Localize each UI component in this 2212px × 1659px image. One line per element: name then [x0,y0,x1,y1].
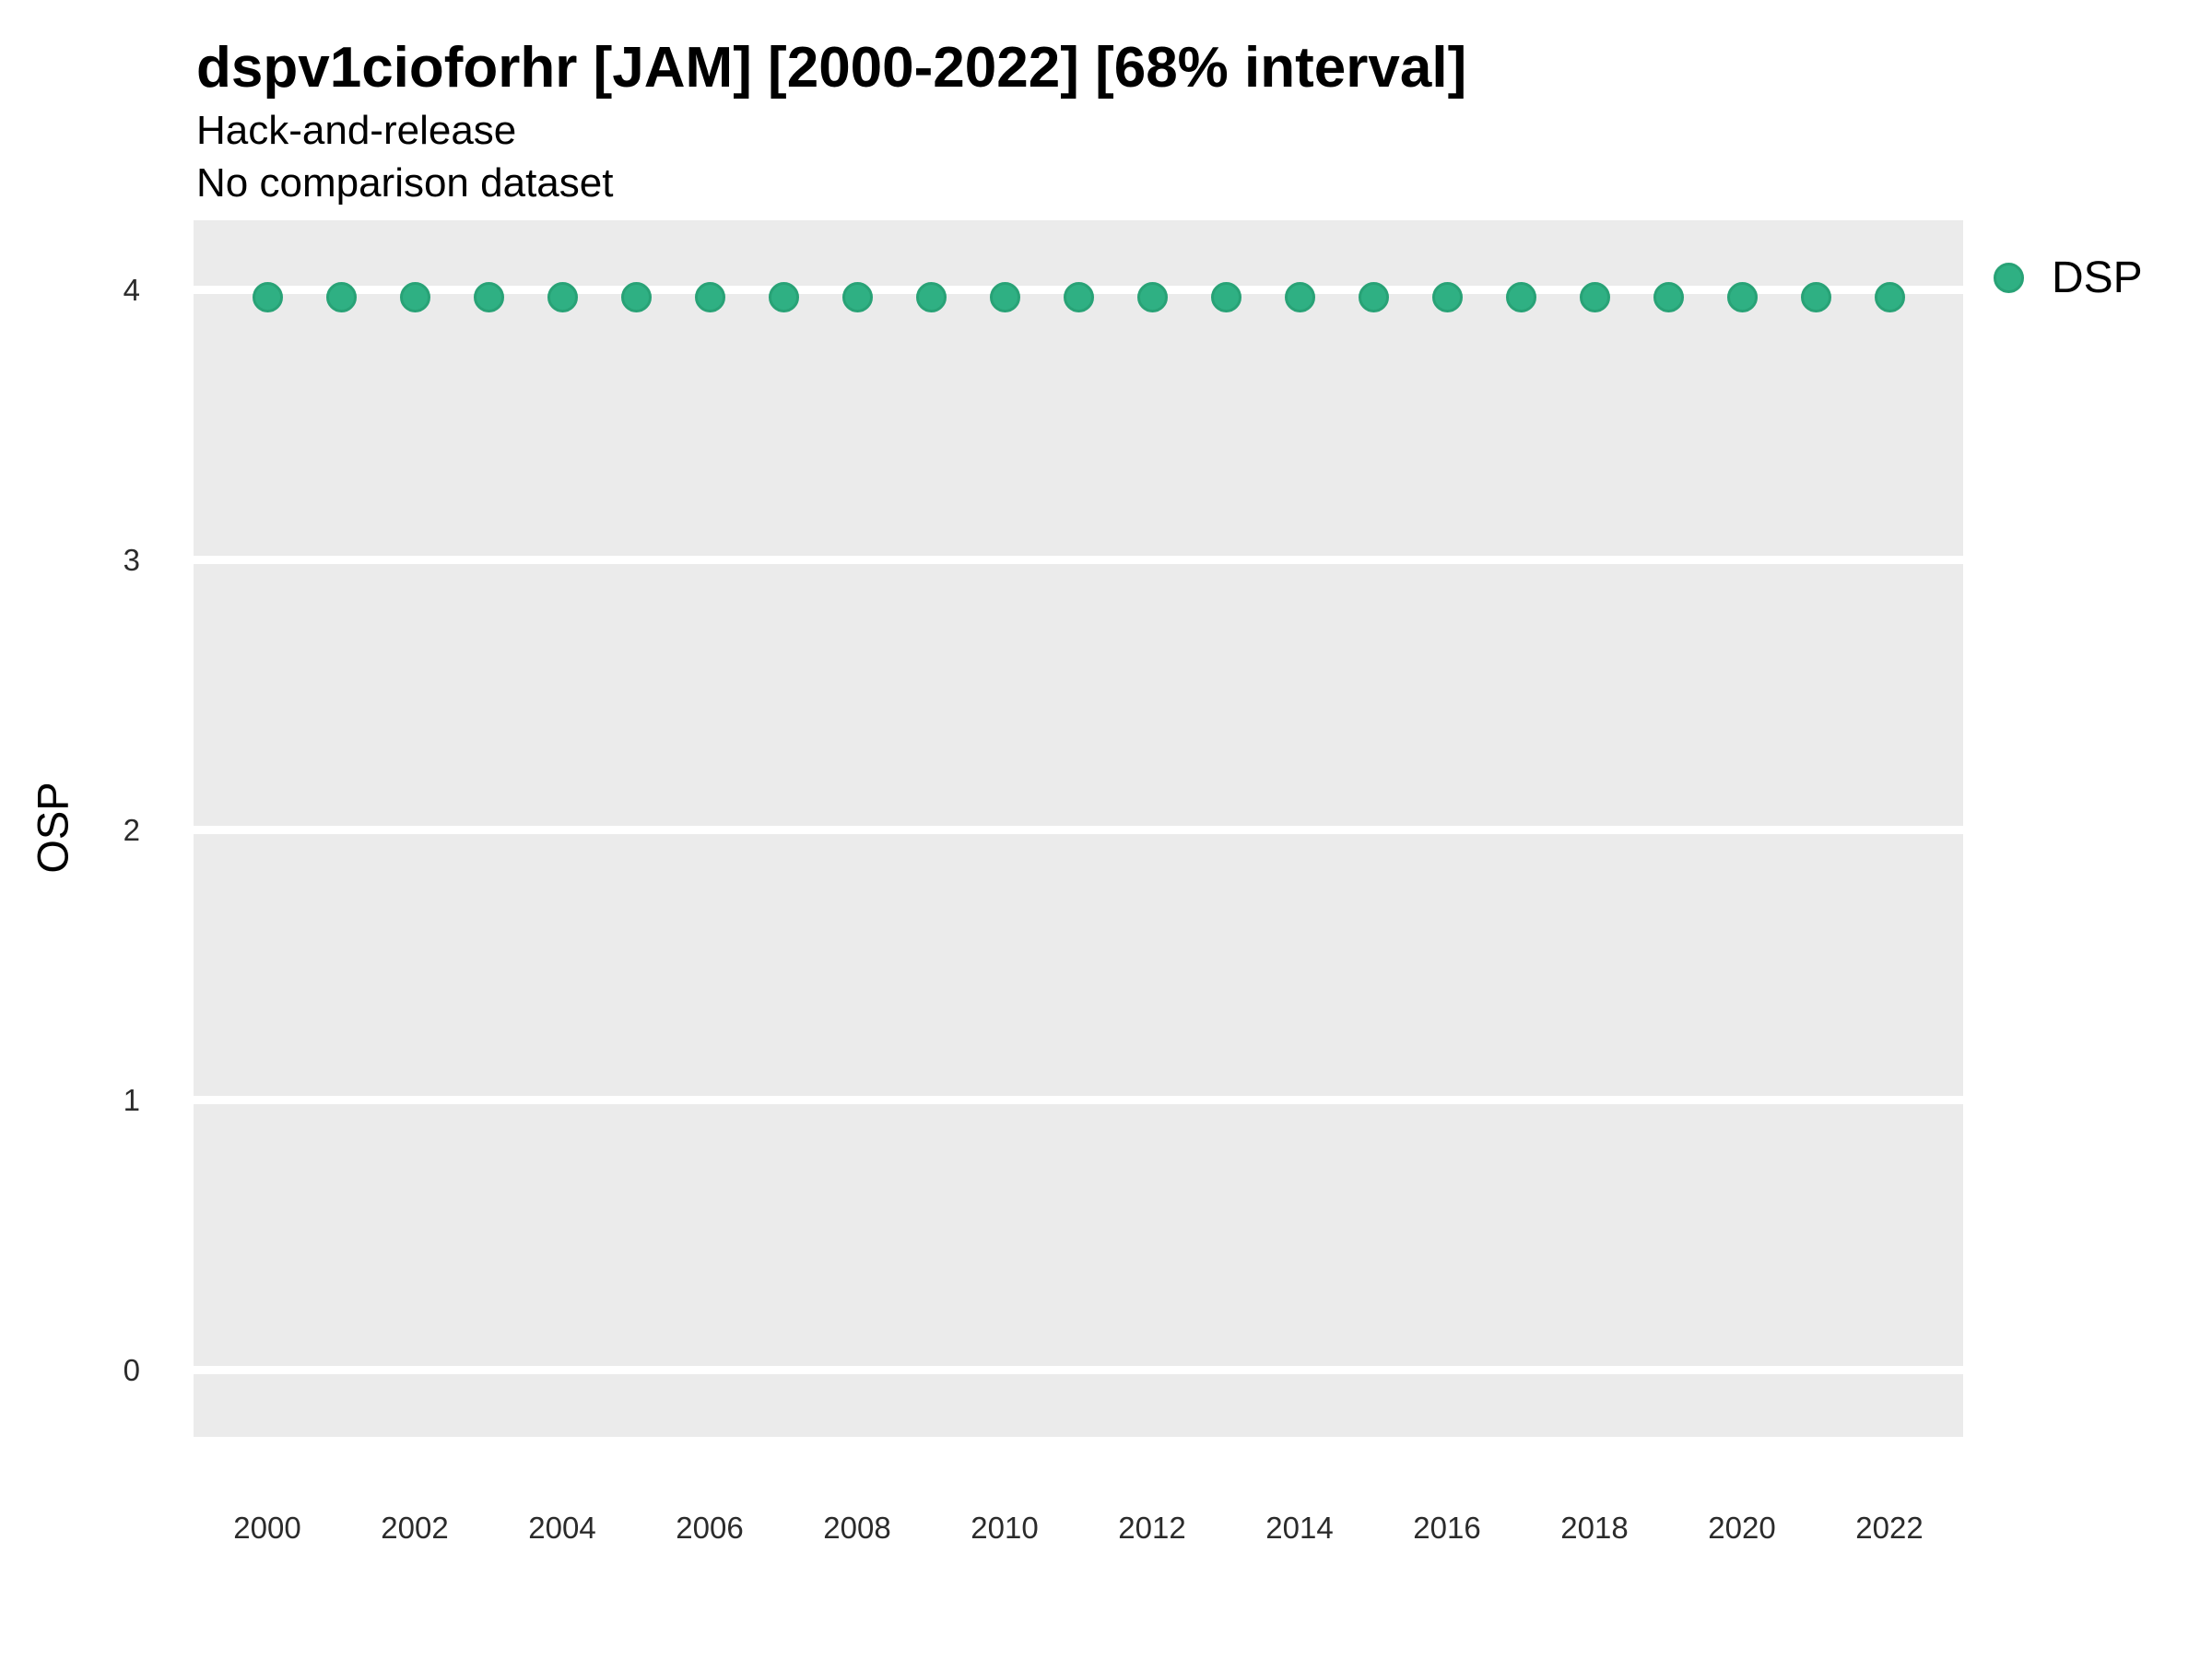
data-point-dsp-2016 [1431,282,1463,313]
data-point-dsp-2001 [325,282,357,313]
x-tick-label-2008: 2008 [823,1511,891,1545]
y-tick-label-3: 3 [123,543,140,578]
gridline-y-0 [194,1365,1963,1374]
x-tick-label-2004: 2004 [528,1511,596,1545]
data-point-dsp-2004 [547,282,578,313]
legend-key-dsp-icon [1994,262,2024,293]
x-tick-label-2022: 2022 [1855,1511,1924,1545]
chart-title: dspv1cioforhr [JAM] [2000-2022] [68% int… [196,36,1467,100]
data-point-dsp-2021 [1800,282,1831,313]
x-tick-label-2012: 2012 [1118,1511,1186,1545]
data-point-dsp-2006 [694,282,725,313]
data-point-dsp-2015 [1358,282,1389,313]
plot-area [194,220,1963,1437]
data-point-dsp-2010 [989,282,1020,313]
data-point-dsp-2008 [841,282,873,313]
x-tick-label-2014: 2014 [1265,1511,1334,1545]
x-tick-label-2002: 2002 [381,1511,449,1545]
legend: DSP [1994,250,2143,305]
x-tick-label-2016: 2016 [1413,1511,1481,1545]
gridline-y-1 [194,1095,1963,1104]
data-point-dsp-2009 [915,282,947,313]
x-tick-label-2018: 2018 [1560,1511,1629,1545]
data-point-dsp-2002 [399,282,430,313]
gridline-y-2 [194,825,1963,834]
data-point-dsp-2003 [473,282,504,313]
data-point-dsp-2020 [1726,282,1758,313]
data-point-dsp-2011 [1063,282,1094,313]
data-point-dsp-2022 [1874,282,1905,313]
legend-label-dsp: DSP [2052,253,2143,302]
x-tick-label-2010: 2010 [971,1511,1039,1545]
chart-subtitle: Hack-and-release [196,108,517,153]
data-point-dsp-2018 [1579,282,1610,313]
y-tick-label-4: 4 [123,273,140,308]
data-point-dsp-2013 [1210,282,1241,313]
data-point-dsp-2017 [1505,282,1536,313]
gridline-y-3 [194,555,1963,564]
data-point-dsp-2005 [620,282,652,313]
x-tick-label-2006: 2006 [676,1511,744,1545]
data-point-dsp-2000 [252,282,283,313]
data-point-dsp-2007 [768,282,799,313]
data-point-dsp-2014 [1284,282,1315,313]
chart-dataset-note: No comparison dataset [196,160,614,206]
data-point-dsp-2012 [1136,282,1168,313]
y-tick-label-0: 0 [123,1353,140,1388]
y-tick-label-2: 2 [123,813,140,848]
y-tick-label-1: 1 [123,1083,140,1118]
x-tick-label-2000: 2000 [233,1511,301,1545]
x-tick-label-2020: 2020 [1708,1511,1776,1545]
data-point-dsp-2019 [1653,282,1684,313]
